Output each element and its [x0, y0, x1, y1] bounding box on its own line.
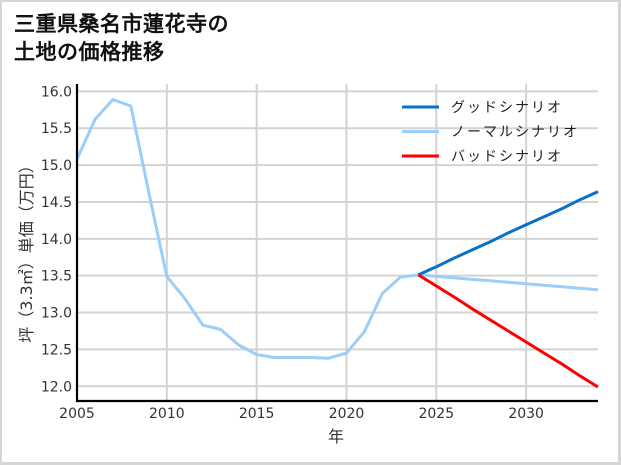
y-tick-label: 12.0: [41, 379, 72, 395]
series-line-bad: [417, 273, 599, 389]
x-tick-label: 2015: [239, 406, 275, 422]
x-tick-label: 2020: [329, 406, 365, 422]
legend-item: バッドシナリオ: [402, 149, 563, 165]
series-line-good: [417, 190, 599, 277]
y-tick-label: 13.0: [41, 306, 72, 322]
legend-label: ノーマルシナリオ: [451, 125, 579, 141]
x-tick-label: 2025: [418, 406, 454, 422]
y-tick-label: 13.5: [41, 269, 72, 285]
y-tick-label: 12.5: [41, 342, 72, 358]
x-tick-label: 2005: [59, 406, 95, 422]
x-axis-label: 年: [328, 427, 344, 446]
x-tick-labels: 2005 2010 2015 2020 2025 2030: [59, 406, 544, 422]
chart-title-line-1: 三重県桑名市蓮花寺の: [14, 12, 229, 36]
series-line-normal: [75, 98, 599, 360]
legend-item: ノーマルシナリオ: [402, 125, 579, 141]
chart-title: 三重県桑名市蓮花寺の 土地の価格推移: [14, 10, 229, 66]
y-tick-label: 14.5: [41, 195, 72, 211]
x-tick-label: 2010: [149, 406, 185, 422]
y-tick-label: 15.5: [41, 121, 72, 137]
data-series: [75, 98, 599, 389]
y-axis-label: 坪（3.3㎡）単価（万円）: [17, 157, 36, 342]
y-tick-label: 15.0: [41, 158, 72, 174]
axes: [75, 84, 598, 403]
y-tick-label: 14.0: [41, 232, 72, 248]
legend-label: バッドシナリオ: [451, 149, 563, 165]
x-tick-label: 2030: [508, 406, 544, 422]
legend-item: グッドシナリオ: [402, 100, 563, 116]
y-tick-labels: 12.0 12.5 13.0 13.5 14.0 14.5 15.0 15.5 16.0: [41, 84, 72, 395]
y-tick-label: 16.0: [41, 84, 72, 100]
legend-label: グッドシナリオ: [451, 100, 563, 116]
chart-title-line-2: 土地の価格推移: [14, 40, 165, 64]
gridlines: [77, 84, 598, 401]
